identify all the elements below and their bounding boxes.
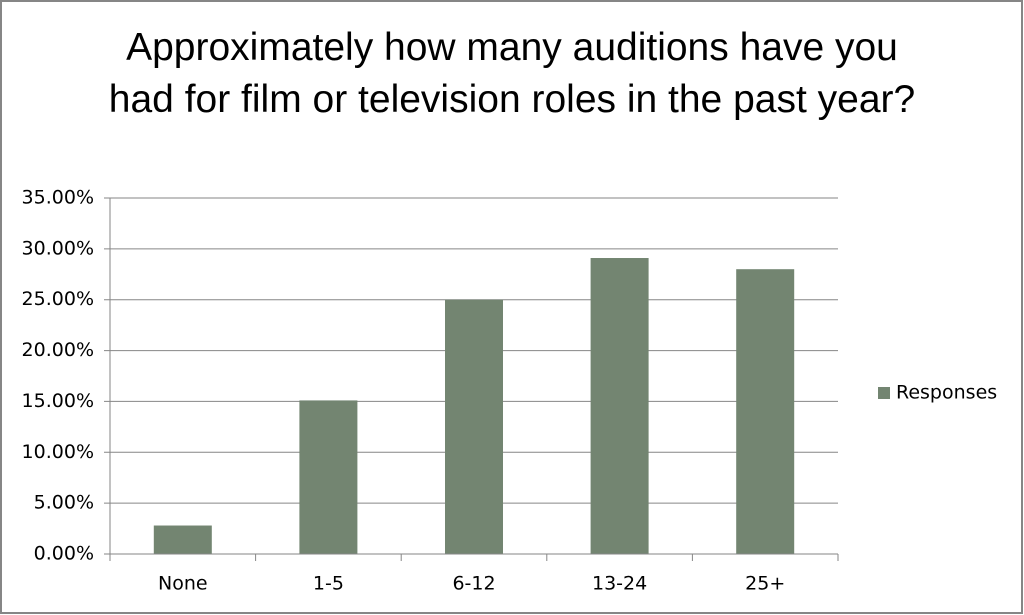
y-tick-label: 5.00%: [34, 492, 94, 514]
y-tick-label: 10.00%: [22, 441, 94, 463]
y-tick-label: 20.00%: [22, 339, 94, 361]
y-tick-label: 35.00%: [22, 187, 94, 209]
y-tick-label: 0.00%: [34, 543, 94, 565]
bar: [445, 299, 503, 554]
y-tick-label: 30.00%: [22, 237, 94, 259]
x-tick-label: None: [158, 573, 208, 595]
x-tick-label: 1-5: [313, 573, 344, 595]
x-tick-label: 6-12: [452, 573, 495, 595]
legend-label: Responses: [896, 382, 997, 404]
bar: [590, 258, 649, 554]
y-tick-label: 25.00%: [22, 288, 94, 310]
bar: [299, 400, 358, 554]
x-tick-label: 13-24: [592, 573, 647, 595]
y-tick-label: 15.00%: [22, 390, 94, 412]
chart-title: Approximately how many auditions have yo…: [108, 26, 916, 121]
legend-swatch: [878, 387, 890, 399]
bar: [153, 525, 212, 554]
x-tick-label: 25+: [745, 573, 785, 595]
bar: [736, 269, 795, 554]
